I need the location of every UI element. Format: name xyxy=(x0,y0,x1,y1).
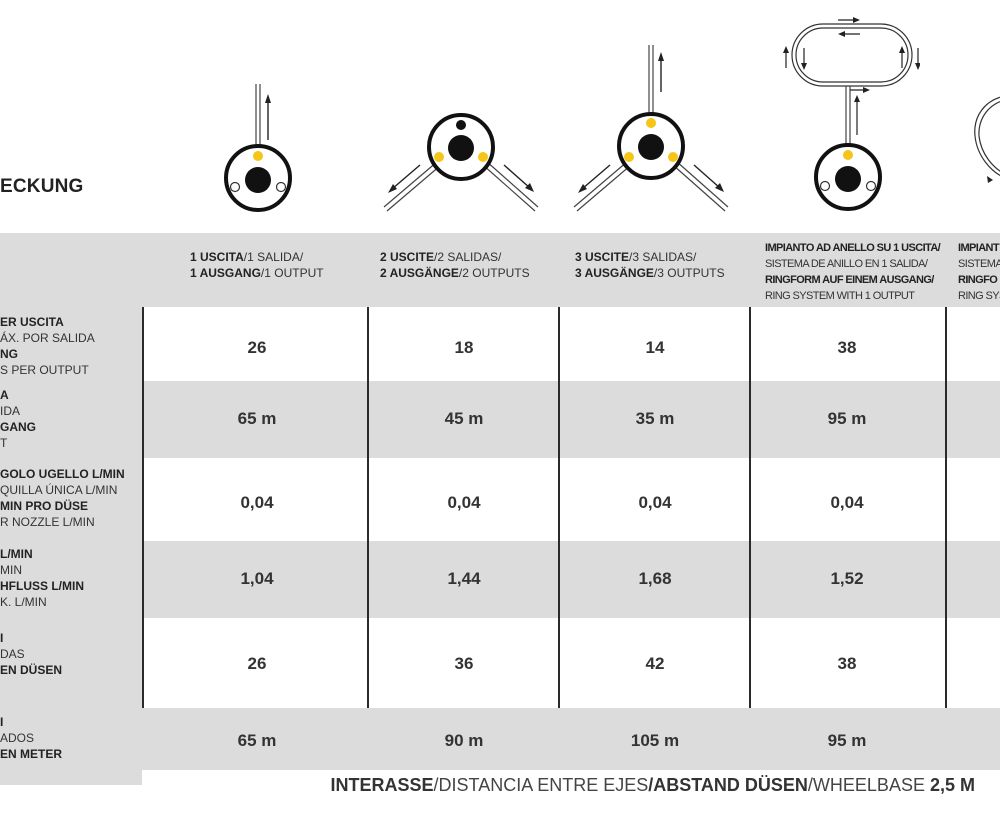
table-cell: 35 m xyxy=(635,409,675,428)
table-cell: 18 xyxy=(454,338,474,357)
table-cell: 105 m xyxy=(630,731,680,750)
column-separator xyxy=(749,307,751,708)
row-band-2 xyxy=(0,381,1000,458)
column-header-2: 2 USCITE/2 SALIDAS/ 2 AUSGÄNGE/2 OUTPUTS xyxy=(380,250,530,280)
table-cell: 65 m xyxy=(237,409,277,428)
table-cell: 36 xyxy=(454,654,474,673)
row-label-5: I DAS EN DÜSEN xyxy=(0,631,63,677)
table-cell: 38 xyxy=(837,654,857,673)
row-band-4 xyxy=(0,541,1000,618)
header-band xyxy=(0,233,1000,307)
row-label-2: A IDA GANG T xyxy=(0,388,36,450)
row-band-6 xyxy=(0,708,1000,770)
column-separator xyxy=(558,307,560,708)
column-header-1: 1 USCITA/1 SALIDA/ 1 AUSGANG/1 OUTPUT xyxy=(190,250,324,280)
table-cell: 1,04 xyxy=(240,569,274,588)
table-cell: 95 m xyxy=(827,731,867,750)
diagram-ring-system xyxy=(783,17,920,211)
column-header-3: 3 USCITE/3 SALIDAS/ 3 AUSGÄNGE/3 OUTPUTS xyxy=(575,250,725,280)
table-cell: 26 xyxy=(247,338,267,357)
diagram-2-outputs xyxy=(383,113,539,212)
wheelbase-footnote: INTERASSE/DISTANCIA ENTRE EJES/ABSTAND D… xyxy=(330,775,976,795)
diagram-3-outputs xyxy=(573,45,729,212)
column-separator xyxy=(142,307,144,708)
table-cell: 38 xyxy=(837,338,857,357)
column-header-4: IMPIANTO AD ANELLO SU 1 USCITA/ SISTEMA … xyxy=(765,242,941,302)
row-label-1: ER USCITA ÁX. POR SALIDA NG S PER OUTPUT xyxy=(0,315,95,377)
table-cell: 0,04 xyxy=(830,493,864,512)
column-separator xyxy=(367,307,369,708)
table-cell: 1,44 xyxy=(447,569,481,588)
table-cell: 42 xyxy=(645,654,665,673)
column-header-5: IMPIANT SISTEMA RINGFO RING SYS xyxy=(958,242,1000,302)
table-cell: 90 m xyxy=(444,731,484,750)
row-label-4: L/MIN MIN HFLUSS L/MIN K. L/MIN xyxy=(0,547,84,609)
column-separator xyxy=(945,307,947,708)
diagram-ring-partial xyxy=(974,96,1000,183)
table-cell: 0,04 xyxy=(447,493,481,512)
table-cell: 26 xyxy=(247,654,267,673)
row-label-3: GOLO UGELLO L/MIN QUILLA ÚNICA L/MIN MIN … xyxy=(0,467,125,529)
table-cell: 1,68 xyxy=(638,569,672,588)
row-label-6: I ADOS EN METER xyxy=(0,715,63,761)
table-cell: 1,52 xyxy=(830,569,864,588)
table-cell: 95 m xyxy=(827,409,867,428)
table-cell: 14 xyxy=(645,338,665,357)
diagram-1-output xyxy=(224,84,292,212)
table-cell: 65 m xyxy=(237,731,277,750)
page-title: ECKUNG xyxy=(0,176,84,197)
table-cell: 0,04 xyxy=(638,493,672,512)
table-cell: 0,04 xyxy=(240,493,274,512)
table-cell: 45 m xyxy=(444,409,484,428)
